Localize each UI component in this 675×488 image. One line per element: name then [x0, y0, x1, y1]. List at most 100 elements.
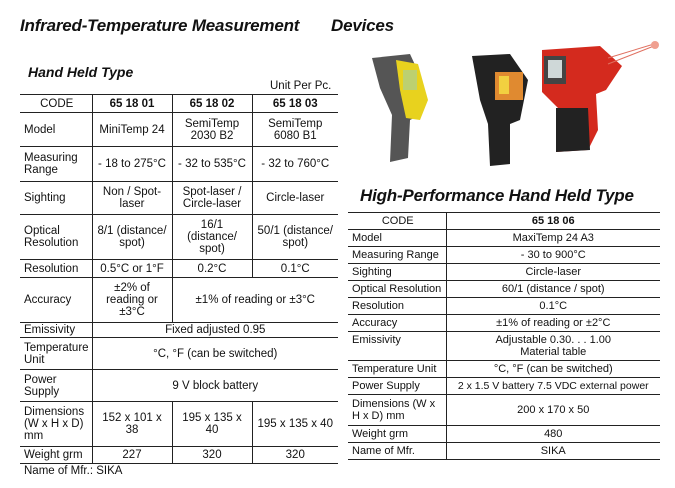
cell: 195 x 135 x 40: [251, 401, 338, 447]
cell: - 32 to 760°C: [251, 146, 338, 182]
cell: - 18 to 275°C: [91, 146, 172, 182]
cell: 320: [251, 446, 338, 464]
table-row: Model MiniTemp 24 SemiTemp 2030 B2 SemiTemp…: [20, 112, 338, 147]
cell: 9 V block battery: [91, 369, 338, 402]
cell: Measuring Range: [348, 246, 446, 264]
cell: 65 18 03: [251, 94, 338, 113]
cell: 480: [445, 425, 660, 443]
cell: ±2% of reading or ±3°C: [91, 277, 172, 323]
cell: Optical Resolution: [20, 214, 92, 260]
cell: Adjustable 0.30. . . 1.00 Material table: [445, 331, 660, 361]
table-row: Optical Resolution 60/1 (distance / spot): [348, 280, 660, 298]
cell: Sighting: [20, 181, 92, 215]
cell: Optical Resolution: [348, 280, 446, 298]
cell: Weight grm: [348, 425, 446, 443]
cell: 0.1°C: [251, 259, 338, 278]
table-row: Name of Mfr. SIKA: [348, 442, 660, 460]
cell: Dimensions (W x H x D) mm: [348, 394, 446, 426]
cell: SemiTemp 6080 B1: [251, 112, 338, 147]
cell: Emissivity: [20, 322, 92, 338]
cell: ±1% of reading or ±2°C: [445, 314, 660, 332]
table-row: Temperature Unit °C, °F (can be switched): [348, 360, 660, 378]
cell: Temperature Unit: [20, 337, 92, 370]
cell: 8/1 (distance/ spot): [91, 214, 172, 260]
table-row: Sighting Non / Spot-laser Spot-laser / Cir…: [20, 181, 338, 215]
cell: Emissivity: [348, 331, 446, 361]
cell: Sighting: [348, 263, 446, 281]
table-row: Dimensions (W x H x D) mm 152 x 101 x 38 1…: [20, 401, 338, 447]
high-performance-heading: High-Performance Hand Held Type: [360, 186, 634, 205]
emissivity-value: Adjustable 0.30. . . 1.00: [495, 334, 612, 346]
cell: Circle-laser: [251, 181, 338, 215]
cell: SemiTemp 2030 B2: [171, 112, 252, 147]
cell: 65 18 01: [91, 94, 172, 113]
table-row: CODE 65 18 06: [348, 212, 660, 230]
cell: 200 x 170 x 50: [445, 394, 660, 426]
high-performance-table: CODE 65 18 06 Model MaxiTemp 24 A3 Measuri…: [348, 212, 660, 460]
cell: 0.2°C: [171, 259, 252, 278]
table-row: CODE 65 18 01 65 18 02 65 18 03: [20, 94, 338, 113]
page-title-devices: Devices: [331, 16, 394, 35]
cell: 50/1 (distance/ spot): [251, 214, 338, 260]
cell: - 30 to 900°C: [445, 246, 660, 264]
cell: - 32 to 535°C: [171, 146, 252, 182]
cell: CODE: [348, 212, 446, 230]
cell: 0.5°C or 1°F: [91, 259, 172, 278]
table-row: Temperature Unit °C, °F (can be switched): [20, 337, 338, 370]
table-row: Emissivity Fixed adjusted 0.95: [20, 322, 338, 338]
table-row: Power Supply 9 V block battery: [20, 369, 338, 402]
cell: 2 x 1.5 V battery 7.5 VDC external power: [445, 377, 660, 395]
cell: Fixed adjusted 0.95: [91, 322, 338, 338]
cell: Accuracy: [348, 314, 446, 332]
cell: Weight grm: [20, 446, 92, 464]
hand-held-heading: Hand Held Type: [28, 64, 134, 80]
unit-note: Unit Per Pc.: [270, 80, 332, 92]
table-row: Emissivity Adjustable 0.30. . . 1.00 Mater…: [348, 331, 660, 361]
cell: ±1% of reading or ±3°C: [171, 277, 338, 323]
cell: 227: [91, 446, 172, 464]
cell: 0.1°C: [445, 297, 660, 315]
cell: Non / Spot-laser: [91, 181, 172, 215]
cell: 60/1 (distance / spot): [445, 280, 660, 298]
cell: MiniTemp 24: [91, 112, 172, 147]
cell: Model: [348, 229, 446, 247]
cell: Resolution: [20, 259, 92, 278]
cell: Dimensions (W x H x D) mm: [20, 401, 92, 447]
cell: Temperature Unit: [348, 360, 446, 378]
table-row: Dimensions (W x H x D) mm 200 x 170 x 50: [348, 394, 660, 426]
cell: 320: [171, 446, 252, 464]
table-row: Power Supply 2 x 1.5 V battery 7.5 VDC ex…: [348, 377, 660, 395]
cell: Measuring Range: [20, 146, 92, 182]
cell: °C, °F (can be switched): [91, 337, 338, 370]
cell: Power Supply: [20, 369, 92, 402]
cell: Model: [20, 112, 92, 147]
table-row: Resolution 0.5°C or 1°F 0.2°C 0.1°C: [20, 259, 338, 278]
table-row: Measuring Range - 30 to 900°C: [348, 246, 660, 264]
page-title: Infrared-Temperature Measurement: [20, 16, 300, 35]
thermometer-red-image: [542, 41, 659, 152]
emissivity-note: Material table: [520, 346, 587, 358]
thermal-camera-image: [472, 54, 528, 166]
thermometer-yellow-image: [372, 54, 428, 162]
product-images: [372, 41, 659, 166]
manufacturer-note: Name of Mfr.: SIKA: [24, 465, 123, 477]
cell: Resolution: [348, 297, 446, 315]
cell: °C, °F (can be switched): [445, 360, 660, 378]
cell: 152 x 101 x 38: [91, 401, 172, 447]
cell: Accuracy: [20, 277, 92, 323]
table-row: Weight grm 227 320 320: [20, 446, 338, 464]
cell: SIKA: [445, 442, 660, 460]
table-row: Measuring Range - 18 to 275°C - 32 to 535°…: [20, 146, 338, 182]
table-row: Model MaxiTemp 24 A3: [348, 229, 660, 247]
table-row: Resolution 0.1°C: [348, 297, 660, 315]
table-row: Optical Resolution 8/1 (distance/ spot) 16…: [20, 214, 338, 260]
cell: 65 18 02: [171, 94, 252, 113]
table-row: Accuracy ±1% of reading or ±2°C: [348, 314, 660, 332]
cell: 65 18 06: [445, 212, 660, 230]
cell: Name of Mfr.: [348, 442, 446, 460]
cell: Spot-laser / Circle-laser: [171, 181, 252, 215]
table-row: Accuracy ±2% of reading or ±3°C ±1% of rea…: [20, 277, 338, 323]
table-row: Weight grm 480: [348, 425, 660, 443]
cell: Circle-laser: [445, 263, 660, 281]
cell: 195 x 135 x 40: [171, 401, 252, 447]
